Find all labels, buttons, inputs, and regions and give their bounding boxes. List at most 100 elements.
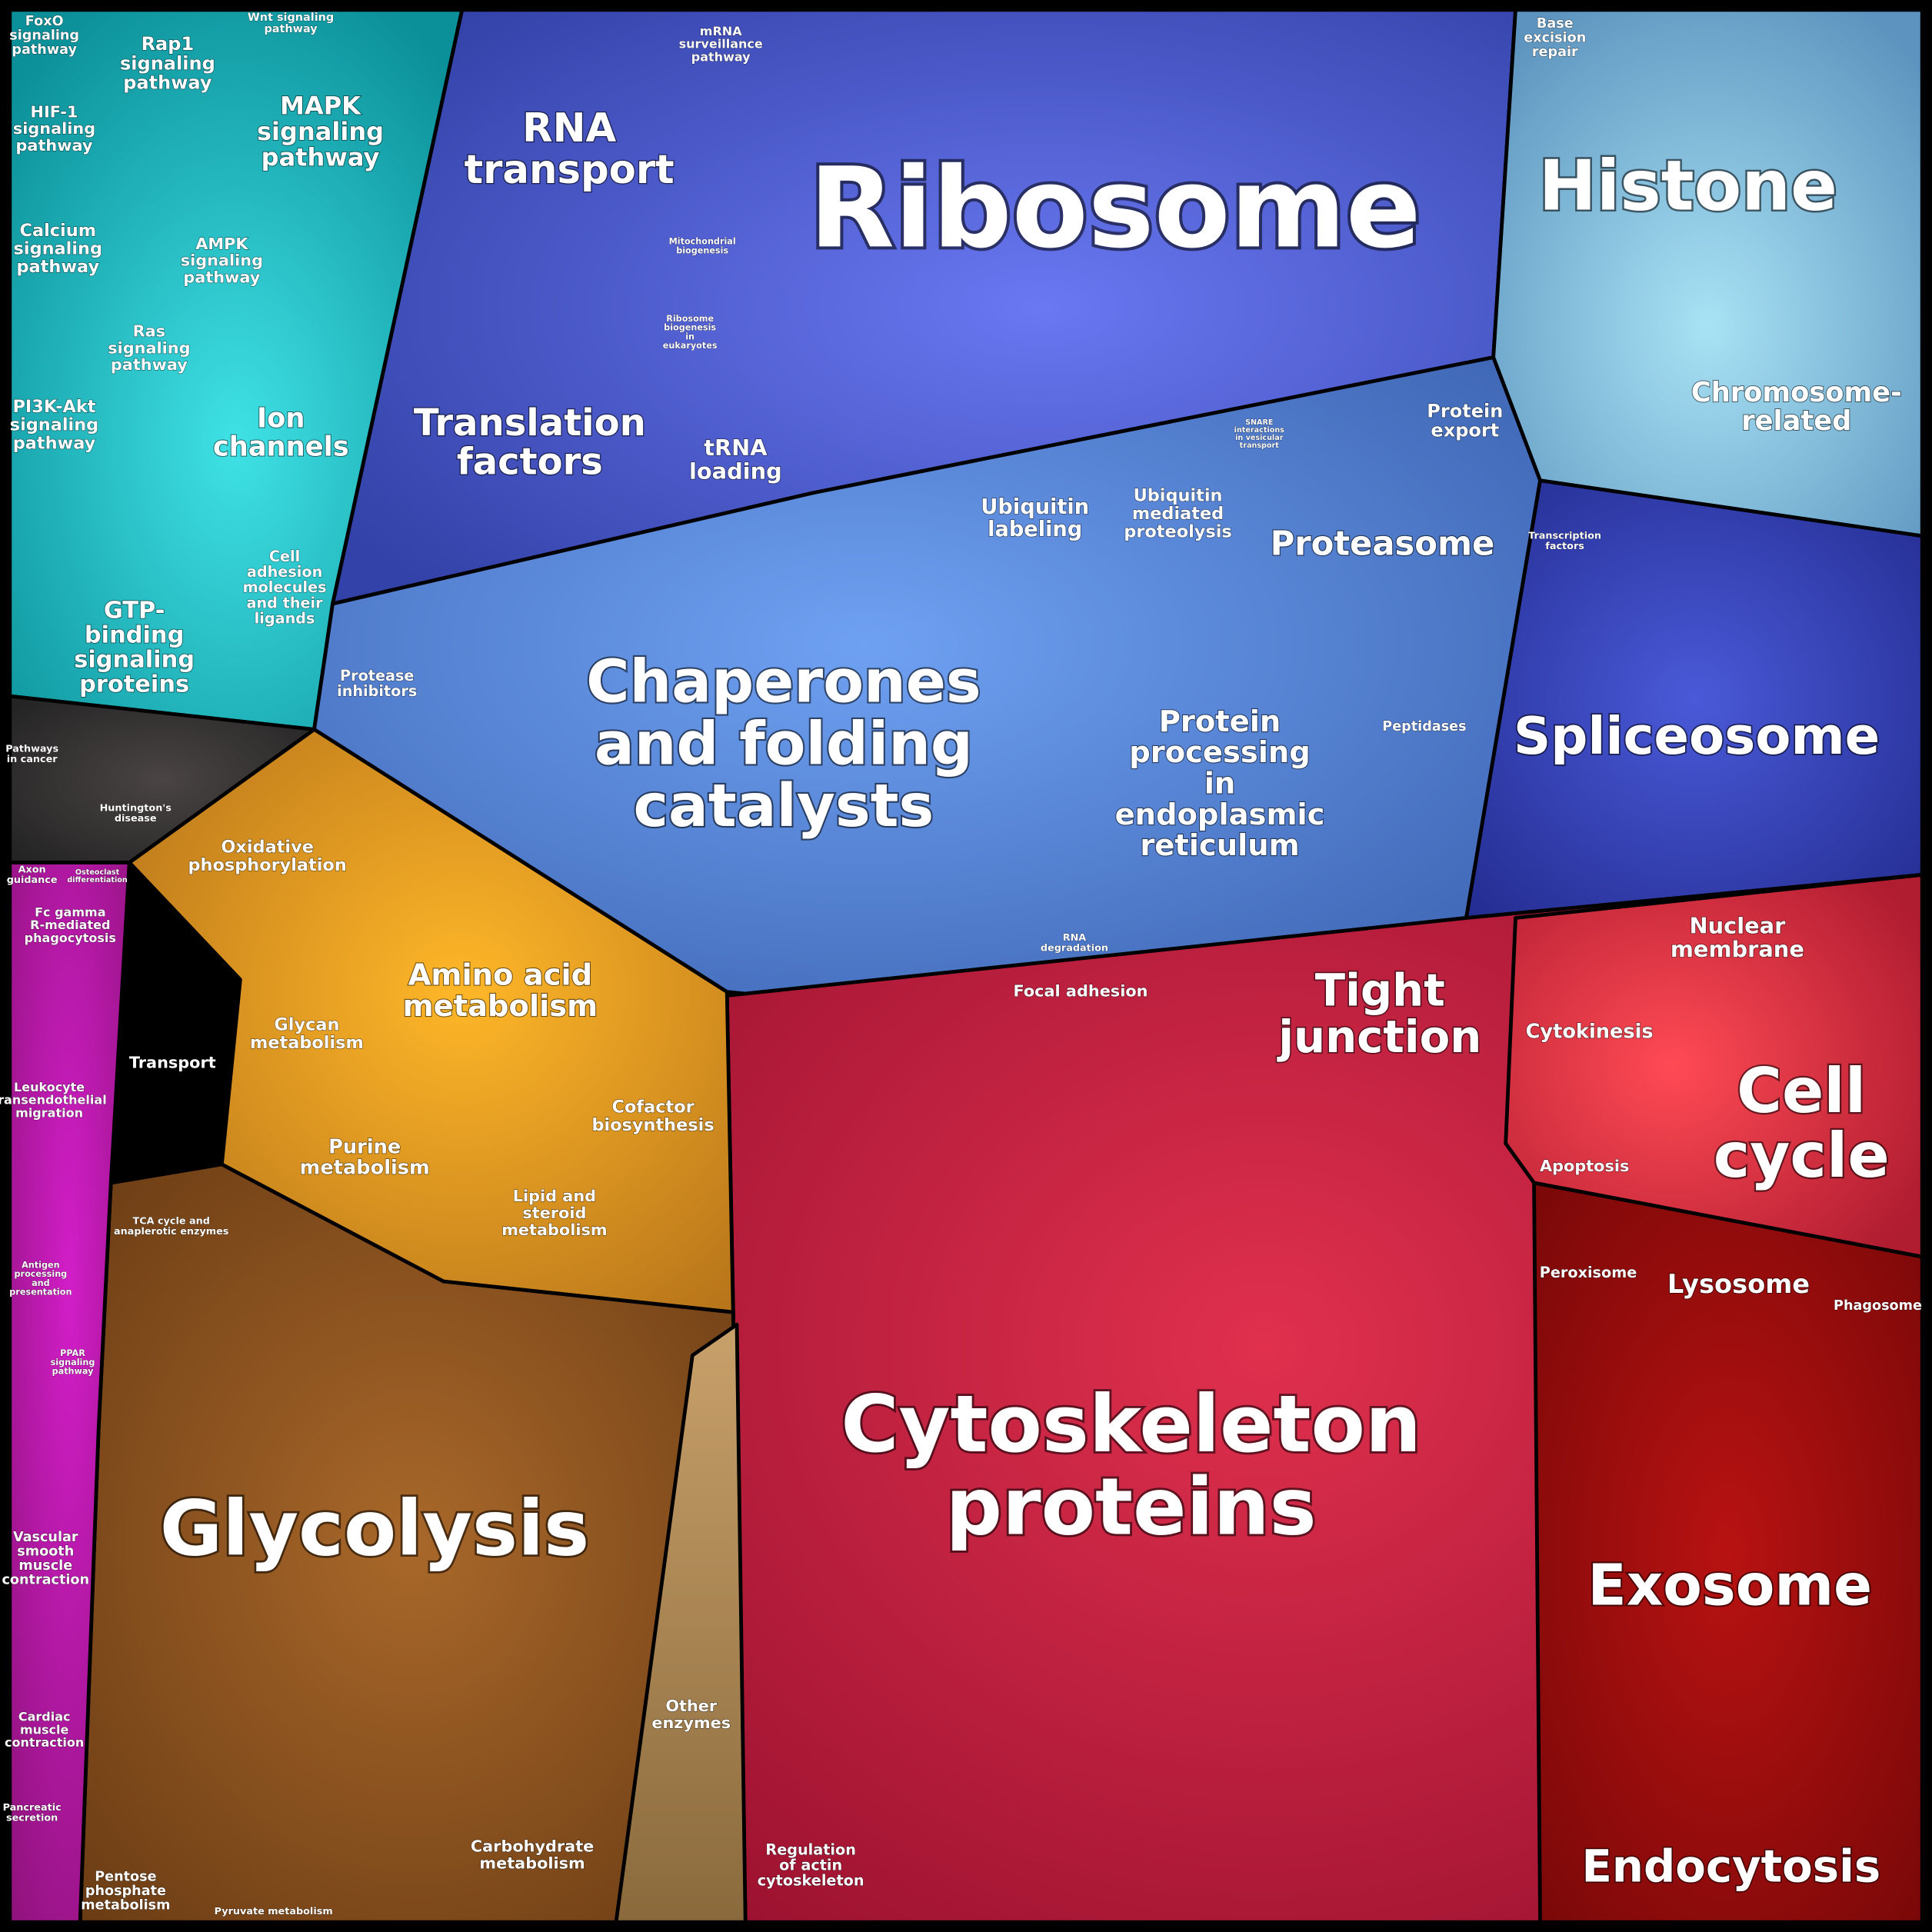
- region-label: Peptidases: [1382, 719, 1466, 734]
- label-line: Glycolysis: [160, 1485, 589, 1574]
- label-line: mediated: [1132, 504, 1224, 524]
- label-line: pathway: [265, 23, 318, 35]
- region-label: Phagosome: [1834, 1298, 1922, 1314]
- label-line: eukaryotes: [663, 341, 718, 351]
- label-line: processing: [1129, 735, 1311, 770]
- region-label: Oxidative phosphorylation: [188, 837, 346, 875]
- region-label: Carbohydrate metabolism: [471, 1837, 594, 1873]
- label-line: transport: [1240, 441, 1280, 450]
- label-line: Wnt signaling: [248, 12, 334, 24]
- label-line: disease: [115, 813, 157, 824]
- label-line: transport: [465, 147, 675, 193]
- label-line: R-mediated: [30, 918, 110, 932]
- label-line: presentation: [9, 1287, 72, 1297]
- region-label: Ion channels: [213, 402, 349, 462]
- label-line: Cell: [1737, 1055, 1866, 1127]
- label-line: Ubiquitin: [1134, 485, 1223, 505]
- region-label: Purine metabolism: [300, 1135, 430, 1179]
- label-line: surveillance: [679, 36, 763, 51]
- label-line: smooth: [17, 1544, 74, 1559]
- label-line: in: [685, 331, 695, 341]
- label-line: Other: [665, 1697, 718, 1715]
- label-line: pathway: [111, 355, 188, 374]
- label-line: Pathways: [5, 743, 58, 754]
- label-line: metabolism: [479, 1854, 585, 1873]
- region-label: Nuclear membrane: [1671, 913, 1804, 962]
- label-line: Oxidative: [221, 837, 314, 857]
- label-line: HIF-1: [31, 102, 78, 121]
- label-line: pathway: [691, 49, 751, 64]
- label-line: transendothelial: [0, 1092, 107, 1107]
- spliceosome-region: [1464, 478, 1924, 920]
- label-line: pathway: [123, 72, 212, 94]
- label-line: Antigen: [22, 1260, 59, 1270]
- region-label: Cardiac muscle contraction: [5, 1709, 84, 1750]
- region-label: TCA cycle and anaplerotic enzymes: [114, 1215, 229, 1237]
- label-line: Cytoskeleton: [841, 1379, 1421, 1471]
- label-line: biogenesis: [676, 245, 728, 255]
- label-line: Carbohydrate: [471, 1837, 594, 1856]
- label-line: pathway: [183, 268, 260, 287]
- label-line: signaling: [9, 28, 79, 43]
- label-line: Base: [1537, 16, 1574, 32]
- label-line: anaplerotic enzymes: [114, 1225, 229, 1237]
- label-line: Transport: [129, 1054, 216, 1072]
- label-line: PPAR: [60, 1348, 85, 1358]
- region-label: Translation factors: [414, 401, 646, 483]
- region-label: Pyruvate metabolism: [215, 1905, 333, 1917]
- label-line: RNA: [1063, 931, 1087, 943]
- region-label: Transcription factors: [1528, 530, 1601, 551]
- label-line: Mitochondrial: [669, 237, 736, 247]
- region-label: Exosome: [1587, 1554, 1872, 1619]
- region-label: Base excision repair: [1524, 16, 1586, 60]
- region-label: Mitochondrial biogenesis: [669, 237, 736, 256]
- region-label: Glycolysis: [160, 1485, 589, 1574]
- region-label: PPAR signaling pathway: [51, 1348, 95, 1377]
- region-label: Ras signaling pathway: [108, 322, 190, 375]
- label-line: interactions: [1234, 426, 1284, 435]
- label-line: Ribosome: [809, 144, 1421, 273]
- region-label: FoxO signaling pathway: [9, 14, 79, 58]
- label-line: AMPK: [195, 235, 248, 253]
- label-line: Pyruvate metabolism: [215, 1905, 333, 1917]
- label-line: metabolism: [501, 1221, 607, 1239]
- label-line: muscle: [20, 1722, 69, 1737]
- label-line: metabolism: [300, 1156, 430, 1179]
- region-label: Rap1 signaling pathway: [120, 33, 215, 93]
- label-line: Axon: [18, 864, 46, 875]
- label-line: signaling: [74, 646, 195, 673]
- region-label: Cytokinesis: [1526, 1021, 1654, 1044]
- label-line: proteins: [79, 671, 189, 698]
- label-line: and their: [247, 594, 324, 611]
- label-line: adhesion: [247, 562, 322, 580]
- label-line: proteolysis: [1124, 521, 1231, 541]
- label-line: binding: [85, 621, 185, 648]
- region-label: mRNA surveillance pathway: [679, 23, 763, 64]
- label-line: catalysts: [633, 772, 934, 841]
- label-line: MAPK: [280, 91, 361, 120]
- label-line: signaling: [10, 415, 98, 435]
- label-line: Nuclear: [1689, 913, 1786, 939]
- label-line: Ribosome: [666, 314, 714, 324]
- label-line: and folding: [595, 710, 973, 778]
- region-label: GTP-binding signaling proteins: [74, 597, 195, 698]
- label-line: Cell: [269, 547, 300, 565]
- label-line: Pentose: [95, 1870, 156, 1885]
- label-line: degradation: [1041, 942, 1108, 954]
- region-label: Amino acid metabolism: [403, 958, 598, 1023]
- label-line: Fc gamma: [35, 904, 105, 919]
- label-line: Ubiquitin: [981, 495, 1089, 519]
- region-label: Pentose phosphate metabolism: [81, 1870, 170, 1914]
- label-line: Chromosome-: [1691, 377, 1902, 408]
- label-line: proteins: [946, 1462, 1317, 1554]
- label-line: related: [1741, 405, 1851, 437]
- label-line: Exosome: [1587, 1554, 1872, 1619]
- label-line: ligands: [255, 609, 315, 627]
- region-label: Protease inhibitors: [337, 667, 417, 700]
- label-line: metabolism: [403, 988, 598, 1023]
- label-line: phosphorylation: [188, 855, 346, 875]
- region-label: AMPK signaling pathway: [181, 235, 263, 287]
- label-line: FoxO: [25, 14, 64, 29]
